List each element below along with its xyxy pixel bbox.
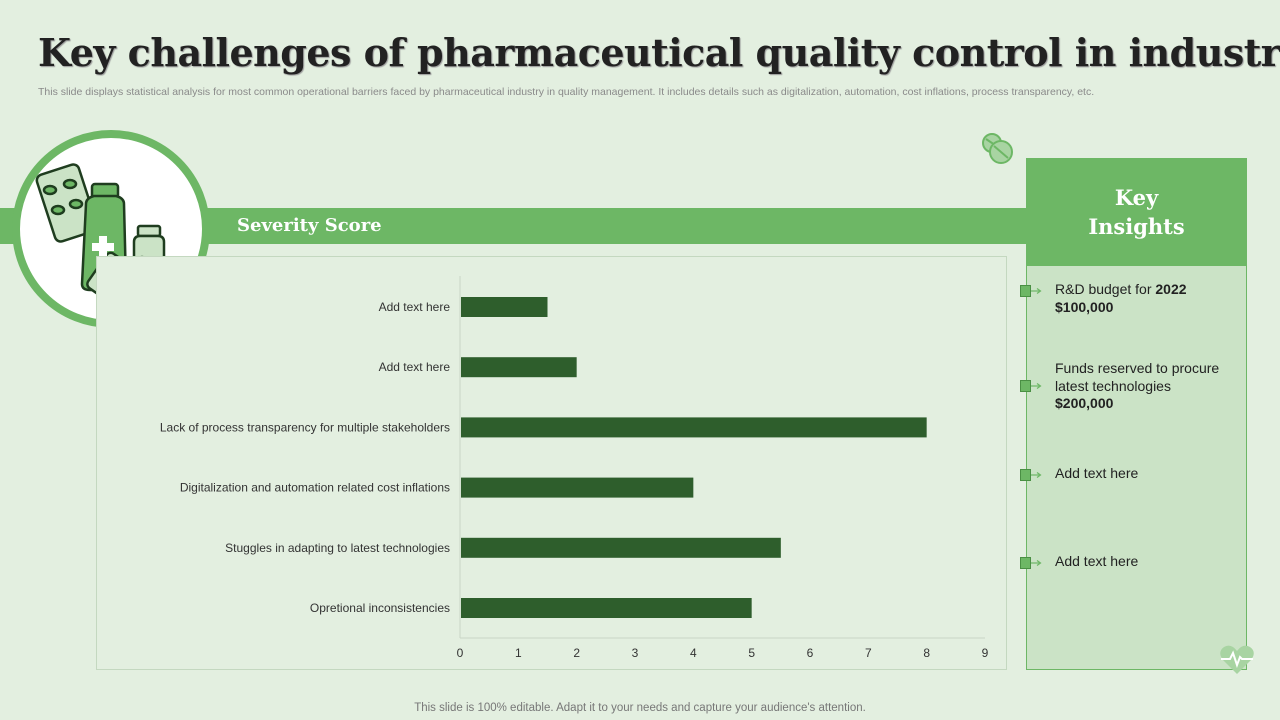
insights-heading-line2: Insights [1088, 214, 1185, 239]
page-subtitle: This slide displays statistical analysis… [38, 86, 1095, 98]
arrow-marker-icon [1020, 469, 1042, 481]
severity-score-label: Severity Score [237, 215, 382, 236]
x-tick-label: 6 [807, 646, 814, 660]
x-tick-label: 1 [515, 646, 522, 660]
page-title: Key challenges of pharmaceutical quality… [38, 30, 1280, 75]
x-tick-label: 9 [982, 646, 989, 660]
insights-heading-line1: Key [1114, 185, 1159, 210]
x-tick-label: 5 [748, 646, 755, 660]
insight-text: Add text here [1055, 465, 1139, 481]
arrow-marker-icon [1020, 380, 1042, 392]
insights-heading: Key Insights [1026, 158, 1247, 266]
pills-icon [982, 133, 1013, 164]
category-label: Digitalization and automation related co… [180, 481, 450, 495]
footer-note: This slide is 100% editable. Adapt it to… [414, 702, 866, 714]
insight-value: $200,000 [1055, 395, 1114, 411]
insight-text: Funds reserved to procure latest technol… [1055, 360, 1220, 394]
x-tick-label: 3 [632, 646, 639, 660]
x-tick-label: 4 [690, 646, 697, 660]
category-label: Add text here [379, 300, 451, 314]
category-label: Opretional inconsistencies [310, 601, 450, 615]
severity-bar-chart: Add text here Add text here Lack of proces… [160, 276, 989, 660]
bar [461, 417, 927, 438]
x-tick-label: 8 [923, 646, 930, 660]
x-tick-label: 0 [457, 646, 464, 660]
insight-text: R&D budget for [1055, 281, 1156, 297]
bar [461, 357, 577, 378]
bar [461, 537, 781, 558]
bar [461, 477, 694, 498]
x-tick-label: 2 [573, 646, 580, 660]
category-label: Stuggles in adapting to latest technolog… [225, 541, 450, 555]
category-label: Add text here [379, 360, 451, 374]
bar [461, 297, 548, 317]
arrow-marker-icon [1020, 557, 1042, 569]
x-tick-label: 7 [865, 646, 872, 660]
insight-text: Add text here [1055, 553, 1139, 569]
bar [461, 598, 752, 618]
insight-value: 2022 $100,000 [1055, 281, 1187, 315]
heartbeat-icon [1220, 645, 1254, 674]
arrow-marker-icon [1020, 285, 1042, 297]
category-label: Lack of process transparency for multipl… [160, 420, 450, 434]
